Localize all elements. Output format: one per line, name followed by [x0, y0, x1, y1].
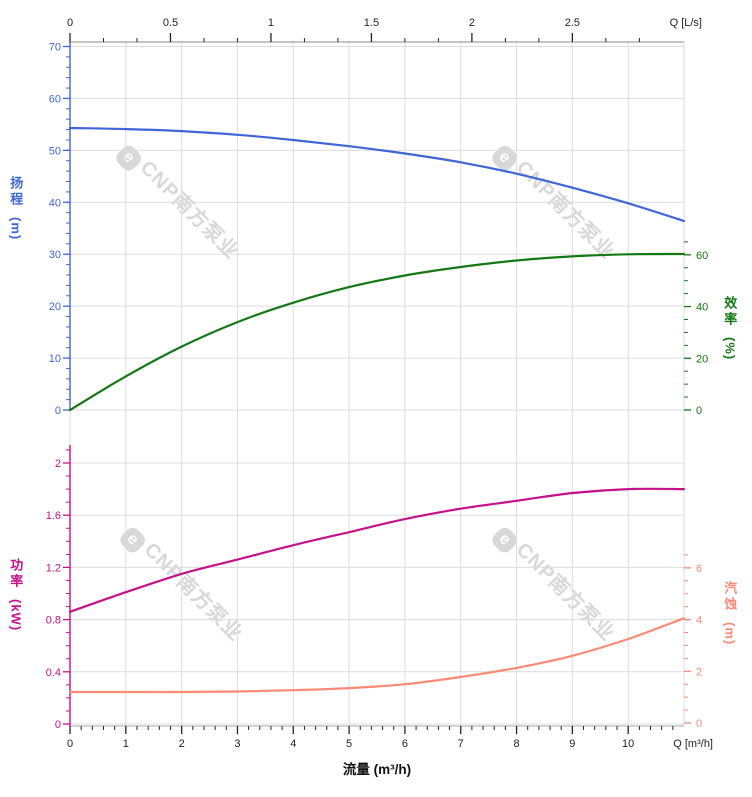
npsh-axis-tick-label: 0: [696, 718, 702, 730]
bottom-axis-tick-label: 10: [622, 738, 634, 750]
bottom-axis-tick-label: 3: [234, 738, 240, 750]
npsh-axis-title: 汽蚀(m): [722, 581, 738, 646]
bottom-axis-tick-label: 8: [513, 738, 519, 750]
head-axis-tick-label: 40: [49, 197, 61, 209]
npsh-axis-tick-label: 6: [696, 563, 702, 575]
power-axis-title: 功率(kW): [8, 558, 24, 632]
power-curve: [68, 487, 686, 613]
efficiency-axis-tick-label: 60: [696, 250, 708, 262]
head-axis-tick-label: 30: [49, 249, 61, 261]
head-axis-tick-label: 10: [49, 353, 61, 365]
power-axis-tick-label: 0: [55, 719, 61, 731]
power-axis-tick-label: 1.2: [46, 562, 61, 574]
head-axis-tick-label: 50: [49, 145, 61, 157]
top-axis-tick-label: 2.5: [565, 17, 580, 29]
top-axis-unit-label: Q [L/s]: [670, 17, 702, 29]
top-axis-tick-label: 0.5: [163, 17, 178, 29]
head-axis-tick-label: 20: [49, 301, 61, 313]
npsh-curve: [68, 617, 686, 694]
top-axis-tick-label: 0: [67, 17, 73, 29]
power-axis-tick-label: 0.4: [46, 667, 61, 679]
flow-axis-title: 流量 (m³/h): [342, 762, 412, 777]
bottom-axis-tick-label: 2: [179, 738, 185, 750]
head-curve: [68, 126, 686, 223]
top-axis-tick-label: 2: [469, 17, 475, 29]
power-axis-tick-label: 2: [55, 458, 61, 470]
bottom-axis-tick-label: 9: [569, 738, 575, 750]
bottom-axis-tick-label: 0: [67, 738, 73, 750]
efficiency-axis-title: 效率(%): [722, 296, 738, 361]
power-axis-tick-label: 1.6: [46, 510, 61, 522]
efficiency-axis-tick-label: 40: [696, 302, 708, 314]
head-axis-title: 扬程(m): [8, 176, 24, 241]
head-axis-tick-label: 70: [49, 41, 61, 53]
power-axis-tick-label: 0.8: [46, 615, 61, 627]
efficiency-axis-tick-label: 0: [696, 405, 702, 417]
head-axis-tick-label: 60: [49, 93, 61, 105]
efficiency-curve: [68, 252, 686, 412]
bottom-axis-tick-label: 1: [123, 738, 129, 750]
bottom-axis-tick-label: 5: [346, 738, 352, 750]
npsh-axis-tick-label: 4: [696, 615, 702, 627]
bottom-axis-tick-label: 4: [290, 738, 296, 750]
top-axis-tick-label: 1: [268, 17, 274, 29]
top-axis-tick-label: 1.5: [364, 17, 379, 29]
bottom-axis-tick-label: 7: [458, 738, 464, 750]
bottom-axis-unit-label: Q [m³/h]: [673, 738, 713, 750]
head-axis-tick-label: 0: [55, 405, 61, 417]
npsh-axis-tick-label: 2: [696, 666, 702, 678]
bottom-axis-tick-label: 6: [402, 738, 408, 750]
efficiency-axis-tick-label: 20: [696, 353, 708, 365]
